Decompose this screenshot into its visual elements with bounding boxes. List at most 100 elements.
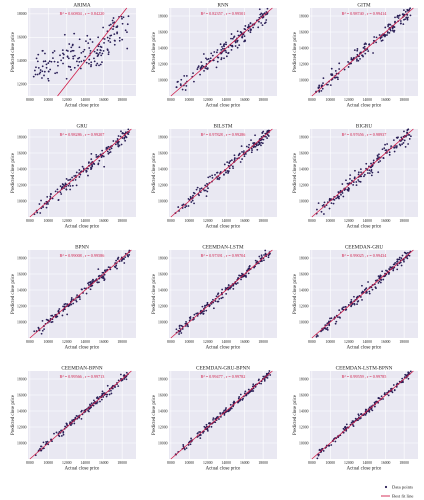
- data-point: [72, 302, 75, 305]
- data-point: [189, 196, 192, 198]
- chart-title: CEEMDAN-BPNN: [61, 366, 102, 372]
- data-point: [73, 66, 76, 69]
- data-point: [121, 38, 124, 41]
- data-point: [262, 130, 265, 133]
- data-point: [101, 392, 104, 395]
- data-point: [105, 146, 108, 149]
- chart-title: CEEMDAN-GRU-BPNN: [196, 366, 250, 372]
- data-point: [198, 194, 200, 197]
- data-point: [334, 440, 337, 443]
- data-point: [205, 195, 208, 198]
- data-point: [248, 265, 251, 268]
- data-point: [87, 42, 90, 45]
- data-point: [203, 69, 205, 72]
- data-point: [40, 332, 43, 335]
- data-point: [361, 284, 363, 287]
- data-point: [316, 208, 318, 211]
- data-point: [181, 204, 184, 207]
- data-point: [69, 66, 72, 68]
- data-point: [262, 13, 264, 15]
- chart-panel: GITM R² = 0.98740 , r = 0.99414 8000 10000 1…: [293, 3, 418, 109]
- data-point: [70, 68, 72, 71]
- plot-background: [28, 8, 136, 96]
- data-point: [88, 62, 90, 65]
- best-fit-line: [311, 128, 414, 218]
- data-point: [378, 280, 381, 283]
- data-point: [258, 16, 261, 19]
- data-point: [66, 313, 69, 316]
- data-point: [36, 73, 39, 76]
- x-tick-label: 16000: [381, 340, 391, 344]
- data-point: [230, 37, 232, 40]
- data-point: [404, 10, 407, 13]
- y-tick-label: 14000: [158, 409, 168, 413]
- data-point: [237, 397, 240, 400]
- data-point: [383, 392, 386, 394]
- data-point: [247, 24, 250, 26]
- data-point: [96, 281, 99, 284]
- data-point: [103, 273, 106, 276]
- data-point: [120, 130, 122, 133]
- data-point: [56, 71, 58, 74]
- data-point: [378, 153, 380, 156]
- data-point: [258, 262, 260, 265]
- data-point: [86, 34, 89, 37]
- data-point: [342, 306, 345, 309]
- data-point: [231, 45, 233, 48]
- data-point: [61, 314, 64, 317]
- data-point: [352, 183, 355, 186]
- data-point: [211, 176, 214, 179]
- data-point: [85, 61, 88, 64]
- y-tick-label: 12000: [158, 183, 168, 187]
- data-point: [211, 174, 214, 177]
- data-point: [80, 409, 83, 412]
- data-point: [218, 418, 220, 420]
- x-axis-label: Actual close price: [65, 346, 100, 351]
- data-point: [318, 449, 321, 451]
- data-point: [245, 145, 248, 148]
- data-point: [345, 179, 347, 182]
- data-point: [108, 24, 111, 27]
- chart-title: ARIMA: [73, 3, 91, 9]
- y-tick-label: 16000: [17, 151, 27, 155]
- data-point: [98, 51, 101, 54]
- data-point: [241, 158, 243, 160]
- data-point: [85, 170, 88, 173]
- data-point: [197, 65, 200, 67]
- data-point: [87, 174, 89, 177]
- data-point: [350, 57, 353, 59]
- data-point: [38, 203, 41, 205]
- x-tick-label: 18000: [117, 340, 127, 344]
- data-point: [252, 383, 255, 386]
- data-point: [181, 88, 184, 91]
- data-point: [248, 391, 251, 394]
- chart-panel: BPNN R² = 0.99008 , r = 0.99586 8000 10000 1…: [11, 245, 136, 351]
- data-point: [216, 415, 219, 418]
- data-point: [99, 400, 101, 403]
- data-point: [190, 201, 193, 203]
- y-tick-label: 18000: [299, 377, 309, 381]
- data-point: [389, 23, 392, 26]
- data-point: [215, 66, 218, 69]
- data-point: [238, 44, 241, 47]
- data-point: [47, 79, 50, 82]
- data-point: [364, 288, 367, 290]
- data-point: [406, 257, 409, 260]
- data-point: [257, 26, 260, 29]
- x-tick-label: 18000: [117, 98, 127, 102]
- data-point: [225, 407, 227, 409]
- data-point: [221, 296, 224, 299]
- y-tick-label: 12000: [299, 183, 309, 187]
- data-point: [243, 392, 246, 395]
- data-point: [121, 17, 123, 20]
- data-point: [261, 132, 264, 135]
- data-point: [73, 54, 76, 57]
- data-point: [182, 444, 185, 446]
- data-point: [350, 298, 353, 301]
- data-point: [264, 135, 267, 138]
- y-axis-label: Predicted close price: [11, 274, 16, 314]
- x-axis-label: Actual close price: [65, 225, 100, 230]
- data-point: [223, 45, 225, 48]
- data-point: [206, 190, 209, 193]
- x-tick-label: 8000: [308, 98, 316, 102]
